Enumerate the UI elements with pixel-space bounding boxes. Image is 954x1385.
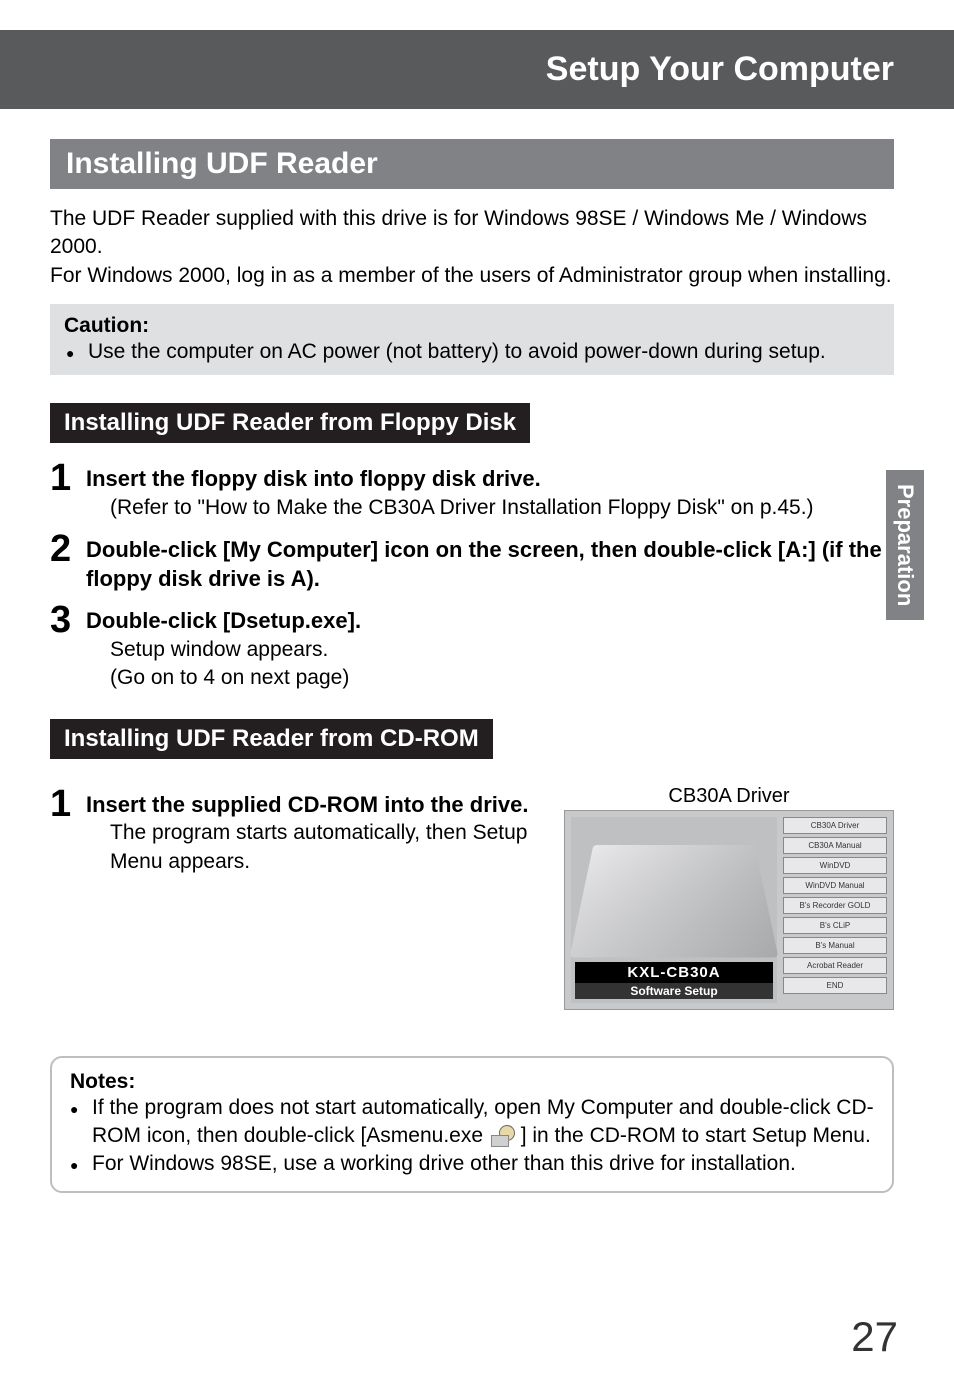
step-number: 2 (50, 530, 86, 593)
step-bold: Double-click [My Computer] icon on the s… (86, 536, 894, 593)
step-number: 3 (50, 601, 86, 692)
header-title: Setup Your Computer (546, 50, 894, 88)
menu-logo: KXL-CB30A (575, 962, 773, 983)
step-number: 1 (50, 785, 86, 876)
step-bold: Insert the supplied CD-ROM into the driv… (86, 791, 544, 820)
step-para: (Refer to "How to Make the CB30A Driver … (86, 494, 894, 522)
caution-title: Caution: (64, 314, 880, 338)
menu-btn: Acrobat Reader (783, 957, 887, 974)
note-item: If the program does not start automatica… (70, 1094, 874, 1151)
menu-btn: WinDVD Manual (783, 877, 887, 894)
caution-box: Caution: Use the computer on AC power (n… (50, 304, 894, 375)
cdrom-row: 1 Insert the supplied CD-ROM into the dr… (50, 785, 894, 1010)
step-para: Setup window appears. (86, 636, 894, 664)
step-body: Insert the supplied CD-ROM into the driv… (86, 785, 544, 876)
note-item: For Windows 98SE, use a working drive ot… (70, 1150, 874, 1178)
step-body: Double-click [Dsetup.exe]. Setup window … (86, 601, 894, 692)
side-tab-label: Preparation (893, 484, 918, 606)
step-number: 1 (50, 459, 86, 522)
menu-sub: Software Setup (575, 983, 773, 999)
page-number: 27 (851, 1313, 898, 1361)
cdrom-step-1: 1 Insert the supplied CD-ROM into the dr… (50, 785, 544, 876)
cd-icon (489, 1127, 515, 1147)
driver-label: CB30A Driver (564, 785, 894, 808)
step-body: Insert the floppy disk into floppy disk … (86, 459, 894, 522)
menu-btn: CB30A Manual (783, 837, 887, 854)
caution-body: Use the computer on AC power (not batter… (64, 338, 880, 365)
setup-menu-screenshot: KXL-CB30A Software Setup CB30A Driver CB… (564, 810, 894, 1010)
menu-btn: WinDVD (783, 857, 887, 874)
menu-buttons: CB30A Driver CB30A Manual WinDVD WinDVD … (777, 817, 887, 1003)
floppy-step-3: 3 Double-click [Dsetup.exe]. Setup windo… (50, 601, 894, 692)
drive-image (570, 845, 779, 957)
menu-btn: B's CLiP (783, 917, 887, 934)
step-para: The program starts automatically, then S… (86, 819, 544, 876)
side-tab: Preparation (886, 470, 924, 620)
cdrom-right: CB30A Driver KXL-CB30A Software Setup CB… (564, 785, 894, 1010)
step-bold: Insert the floppy disk into floppy disk … (86, 465, 894, 494)
menu-btn: END (783, 977, 887, 994)
main-content: Installing UDF Reader The UDF Reader sup… (0, 109, 954, 1193)
floppy-subtitle: Installing UDF Reader from Floppy Disk (50, 403, 530, 443)
menu-btn: B's Manual (783, 937, 887, 954)
step-para: (Go on to 4 on next page) (86, 664, 894, 692)
notes-box: Notes: If the program does not start aut… (50, 1056, 894, 1193)
page-header: Setup Your Computer (0, 30, 954, 109)
floppy-step-2: 2 Double-click [My Computer] icon on the… (50, 530, 894, 593)
intro-text: The UDF Reader supplied with this drive … (50, 205, 894, 290)
step-body: Double-click [My Computer] icon on the s… (86, 530, 894, 593)
notes-body: If the program does not start automatica… (70, 1094, 874, 1179)
cdrom-left: 1 Insert the supplied CD-ROM into the dr… (50, 785, 544, 1010)
cdrom-subtitle: Installing UDF Reader from CD-ROM (50, 719, 493, 759)
menu-btn: B's Recorder GOLD (783, 897, 887, 914)
floppy-step-1: 1 Insert the floppy disk into floppy dis… (50, 459, 894, 522)
menu-btn: CB30A Driver (783, 817, 887, 834)
section-title: Installing UDF Reader (50, 139, 894, 189)
menu-left: KXL-CB30A Software Setup (571, 817, 777, 1003)
step-bold: Double-click [Dsetup.exe]. (86, 607, 894, 636)
notes-title: Notes: (70, 1070, 874, 1094)
